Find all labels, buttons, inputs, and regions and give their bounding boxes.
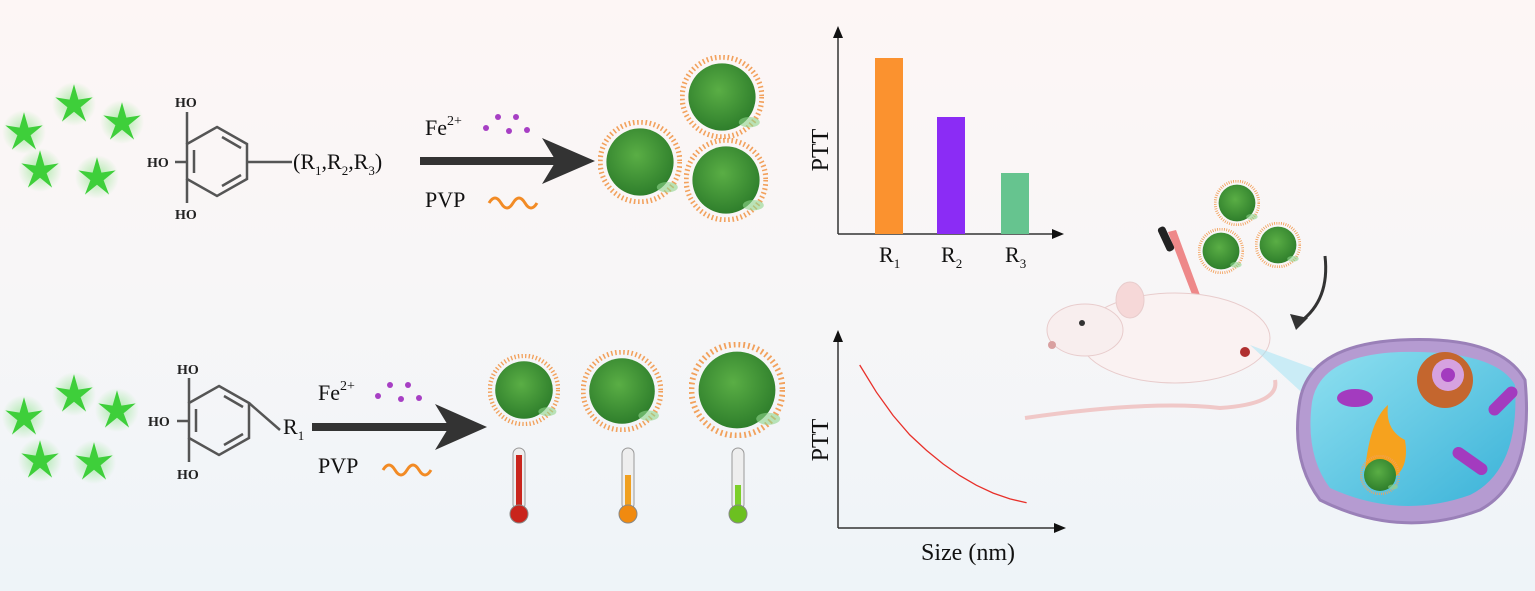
reaction-arrow-bottom — [312, 404, 487, 450]
pyrogallol-molecule-top — [175, 112, 292, 203]
bar-chart-ptt: PTT R1 R2 R3 — [808, 26, 1064, 271]
y-axis-arrow-icon — [833, 26, 843, 38]
hydroxyl-label: HO — [177, 363, 199, 378]
x-axis-label: Size (nm) — [921, 540, 1015, 566]
bar-2 — [937, 117, 965, 234]
fe-ion-label: Fe2+ — [425, 114, 462, 140]
nanoparticle-group-top — [600, 57, 766, 220]
thermometer-hot-icon — [509, 447, 529, 524]
y-axis-arrow-icon — [833, 330, 843, 342]
pvp-label: PVP — [425, 187, 465, 212]
y-axis-label: PTT — [808, 128, 834, 171]
y-axis-label: PTT — [808, 418, 834, 461]
pvp-chain-icon — [381, 463, 433, 477]
green-star-cluster-top — [2, 82, 144, 199]
green-star-cluster-bottom — [2, 372, 139, 484]
ptt-decay-curve — [859, 364, 1027, 504]
laser-pointer-icon — [1157, 226, 1204, 310]
thermometer-cool-icon — [728, 447, 748, 524]
x-axis-arrow-icon — [1054, 523, 1066, 533]
x-axis-arrow-icon — [1052, 229, 1064, 239]
curved-arrow-icon — [1299, 255, 1328, 324]
nanoparticle-group-injection — [1198, 180, 1301, 274]
x-tick-label: R1 — [879, 242, 900, 271]
bar-3 — [1001, 173, 1029, 234]
pvp-chain-icon — [487, 196, 539, 210]
bar-1 — [875, 58, 903, 234]
hydroxyl-label: HO — [175, 208, 197, 223]
hydroxyl-label: HO — [175, 96, 197, 111]
fe-ion-dots — [375, 382, 422, 402]
mouse-illustration — [1024, 281, 1318, 420]
hydroxyl-label: HO — [147, 156, 169, 171]
fe-ion-label: Fe2+ — [318, 379, 355, 405]
substituent-label-r1-r2-r3: (R1,R2,R3) — [293, 149, 382, 178]
x-tick-label: R2 — [941, 242, 962, 271]
reaction-arrow-top — [420, 138, 595, 184]
pvp-label: PVP — [318, 453, 358, 478]
hydroxyl-label: HO — [148, 415, 170, 430]
substituent-label-r1: R1 — [283, 414, 304, 443]
fe-ion-dots — [483, 114, 530, 134]
thermometer-warm-icon — [618, 447, 638, 524]
x-tick-label: R3 — [1005, 242, 1026, 271]
hydroxyl-label: HO — [177, 468, 199, 483]
line-chart-ptt-vs-size: PTT Size (nm) — [808, 330, 1066, 566]
pyrogallol-molecule-bottom — [177, 378, 281, 462]
cell-illustration — [1296, 338, 1529, 525]
nanoparticle-size-series — [490, 344, 783, 435]
